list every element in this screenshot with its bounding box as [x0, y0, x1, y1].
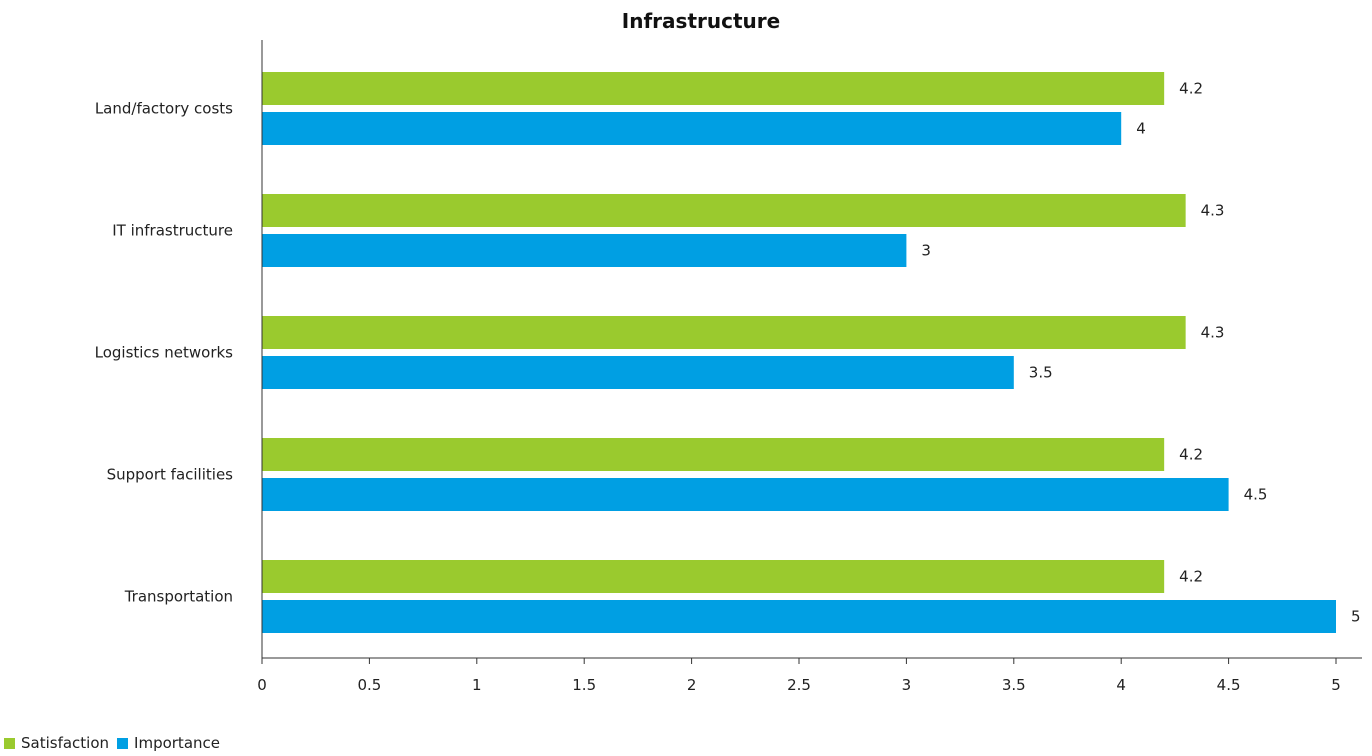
- category-label-transportation: Transportation: [124, 588, 233, 606]
- data-label-importance-transportation: 5: [1351, 608, 1361, 626]
- data-label-importance-support-facilities: 4.5: [1244, 486, 1268, 504]
- x-tick-label: 2: [687, 676, 697, 694]
- x-tick-label: 5: [1331, 676, 1341, 694]
- legend: Satisfaction Importance: [4, 734, 228, 752]
- data-label-satisfaction-logistics-networks: 4.3: [1201, 324, 1225, 342]
- data-label-importance-land-factory-costs: 4: [1136, 120, 1146, 138]
- bar-importance-support-facilities: [262, 478, 1229, 511]
- legend-label-importance: Importance: [134, 734, 220, 752]
- x-tick-label: 0: [257, 676, 267, 694]
- bar-importance-transportation: [262, 600, 1336, 633]
- data-label-importance-logistics-networks: 3.5: [1029, 364, 1053, 382]
- category-label-support-facilities: Support facilities: [107, 466, 234, 484]
- x-tick-label: 1.5: [572, 676, 596, 694]
- chart-title: Infrastructure: [622, 9, 780, 33]
- legend-label-satisfaction: Satisfaction: [21, 734, 110, 752]
- bar-chart: Infrastructure 4.244.334.33.54.24.54.25 …: [95, 9, 1362, 694]
- x-tick-label: 1: [472, 676, 482, 694]
- x-tick-label: 3.5: [1002, 676, 1026, 694]
- bars-layer: 4.2 4 4.3 3 4.3 3.5 4.2 4.5 4.2 5: [262, 72, 1361, 633]
- axes: Land/factory costs IT infrastructure Logis…: [95, 40, 1362, 694]
- data-label-satisfaction-land-factory-costs: 4.2: [1179, 80, 1203, 98]
- bar-importance-logistics-networks: [262, 356, 1014, 389]
- bar-satisfaction-support-facilities: [262, 438, 1165, 471]
- legend-item-satisfaction: Satisfaction: [4, 734, 109, 752]
- bar-satisfaction-it-infrastructure: [262, 194, 1186, 227]
- data-label-satisfaction-it-infrastructure: 4.3: [1201, 202, 1225, 220]
- legend-item-importance: Importance: [117, 734, 220, 752]
- legend-swatch-importance: [117, 737, 129, 749]
- category-label-logistics-networks: Logistics networks: [95, 344, 234, 362]
- x-tick-label: 3: [902, 676, 912, 694]
- bar-satisfaction-transportation: [262, 560, 1165, 593]
- bar-satisfaction-land-factory-costs: [262, 72, 1165, 105]
- x-tick-label: 2.5: [787, 676, 811, 694]
- x-tick-label: 0.5: [357, 676, 381, 694]
- category-label-land-factory-costs: Land/factory costs: [95, 100, 233, 118]
- data-label-satisfaction-support-facilities: 4.2: [1179, 446, 1203, 464]
- x-tick-label: 4: [1116, 676, 1126, 694]
- legend-swatch-satisfaction: [4, 737, 15, 749]
- bar-satisfaction-logistics-networks: [262, 316, 1186, 349]
- x-tick-label: 4.5: [1217, 676, 1241, 694]
- bar-importance-it-infrastructure: [262, 234, 907, 267]
- data-label-importance-it-infrastructure: 3: [921, 242, 931, 260]
- category-label-it-infrastructure: IT infrastructure: [112, 222, 233, 240]
- bar-importance-land-factory-costs: [262, 112, 1122, 145]
- data-label-satisfaction-transportation: 4.2: [1179, 568, 1203, 586]
